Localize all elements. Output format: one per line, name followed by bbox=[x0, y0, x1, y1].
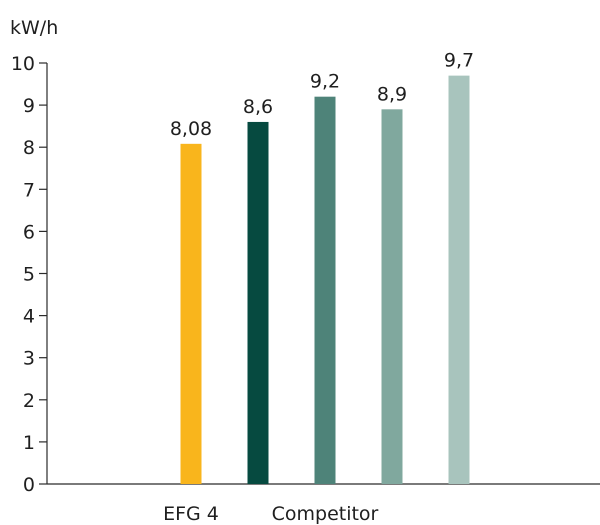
data-labels-group: 8,08 8,6 9,2 8,9 9,7 bbox=[170, 50, 474, 140]
y-axis-unit-label: kW/h bbox=[10, 17, 58, 39]
y-tick-label: 0 bbox=[23, 474, 35, 496]
bar bbox=[448, 75, 470, 484]
bar-value-label: 8,08 bbox=[170, 118, 212, 140]
y-tick-label: 10 bbox=[11, 53, 35, 75]
bar bbox=[314, 96, 336, 485]
bar bbox=[247, 121, 269, 484]
category-label: EFG 4 bbox=[163, 503, 219, 525]
category-labels-group: EFG 4 Competitor bbox=[163, 503, 378, 525]
y-tick-label: 3 bbox=[23, 348, 35, 370]
y-tick-label: 5 bbox=[23, 264, 35, 286]
y-tick-label: 4 bbox=[23, 306, 35, 328]
y-tick-label: 2 bbox=[23, 390, 35, 412]
y-tick-label: 8 bbox=[23, 137, 35, 159]
bars-group bbox=[180, 75, 470, 485]
y-tick-label: 6 bbox=[23, 221, 35, 243]
bar-value-label: 8,9 bbox=[377, 83, 407, 105]
y-tick-label: 9 bbox=[23, 95, 35, 117]
bar bbox=[180, 143, 202, 484]
y-tick-label: 1 bbox=[23, 432, 35, 454]
bar-value-label: 9,7 bbox=[444, 50, 474, 72]
bar bbox=[381, 109, 403, 484]
y-axis-ticks: 0 1 2 3 4 5 6 7 8 9 10 bbox=[11, 53, 47, 496]
bar-value-label: 9,2 bbox=[310, 71, 340, 93]
y-tick-label: 7 bbox=[23, 179, 35, 201]
category-label: Competitor bbox=[272, 503, 379, 525]
bar-value-label: 8,6 bbox=[243, 96, 273, 118]
